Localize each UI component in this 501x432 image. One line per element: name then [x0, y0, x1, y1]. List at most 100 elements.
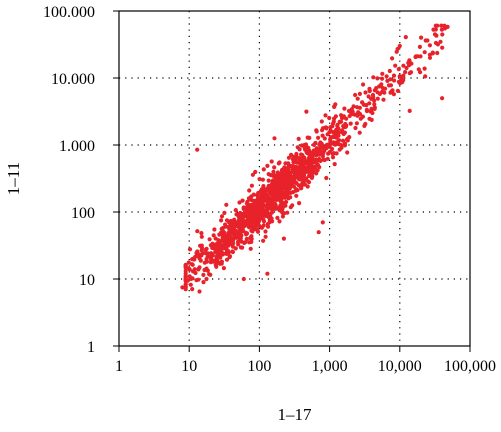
- data-point: [198, 258, 203, 263]
- data-point: [301, 171, 306, 176]
- data-point: [238, 210, 243, 216]
- data-point: [381, 97, 386, 102]
- data-point: [224, 235, 229, 240]
- data-point: [286, 182, 291, 187]
- data-point: [193, 270, 198, 276]
- data-point: [266, 172, 271, 177]
- x-tick-label: 10,000: [378, 358, 422, 375]
- y-tick-label: 1: [87, 339, 95, 356]
- data-point: [210, 253, 215, 258]
- data-point: [302, 182, 307, 187]
- data-point: [256, 200, 262, 205]
- data-point: [419, 35, 424, 40]
- data-point: [434, 33, 439, 38]
- data-point: [272, 165, 277, 170]
- data-point: [445, 24, 450, 29]
- data-point: [223, 222, 228, 227]
- data-point: [440, 45, 445, 50]
- data-point: [291, 154, 296, 159]
- data-point: [417, 44, 422, 50]
- data-point: [196, 277, 201, 282]
- data-point: [195, 229, 200, 234]
- x-tick-label: 10: [181, 358, 197, 375]
- data-point: [180, 285, 185, 290]
- data-point: [388, 77, 393, 82]
- data-point: [332, 162, 337, 167]
- data-point: [311, 152, 316, 158]
- data-point: [278, 203, 283, 208]
- data-point: [284, 199, 289, 205]
- data-point: [249, 194, 254, 199]
- data-point: [316, 146, 321, 151]
- data-point: [187, 274, 192, 279]
- data-point: [290, 203, 295, 208]
- x-axis-label: 1–17: [278, 405, 313, 424]
- data-point: [263, 229, 268, 234]
- data-point: [240, 245, 245, 250]
- data-point: [219, 250, 225, 255]
- data-point: [367, 101, 372, 106]
- data-point: [256, 208, 261, 213]
- data-point: [435, 50, 440, 56]
- data-point: [230, 244, 235, 249]
- data-point: [286, 155, 291, 160]
- data-point: [316, 135, 321, 140]
- data-point: [212, 227, 217, 232]
- data-point: [313, 160, 318, 165]
- data-point: [248, 205, 253, 210]
- data-point: [357, 91, 362, 96]
- data-point: [369, 117, 374, 122]
- data-point: [183, 278, 188, 283]
- data-point: [348, 121, 353, 126]
- data-point: [202, 267, 207, 273]
- data-point: [334, 151, 339, 156]
- data-point: [255, 229, 261, 234]
- data-point: [233, 219, 238, 225]
- data-point: [266, 178, 271, 183]
- data-point: [199, 234, 204, 239]
- data-point: [292, 165, 297, 170]
- data-point: [226, 243, 231, 248]
- data-point: [221, 229, 226, 234]
- data-point: [285, 210, 290, 215]
- data-point: [188, 282, 193, 287]
- data-point: [243, 230, 248, 235]
- data-point: [380, 71, 385, 76]
- data-point: [423, 74, 428, 79]
- data-point: [183, 287, 188, 292]
- data-point: [183, 268, 188, 273]
- data-point: [235, 239, 241, 244]
- data-point: [413, 54, 418, 60]
- data-point: [232, 224, 237, 229]
- data-point: [438, 39, 443, 44]
- data-point: [330, 151, 335, 157]
- data-point: [286, 161, 291, 166]
- data-point: [319, 143, 324, 148]
- data-point: [224, 257, 230, 262]
- data-point: [283, 203, 288, 208]
- data-point: [248, 235, 253, 241]
- data-point: [281, 236, 286, 241]
- y-tick-label: 10.000: [51, 71, 95, 88]
- data-point: [323, 113, 328, 118]
- data-point: [190, 287, 195, 292]
- data-point: [431, 27, 436, 32]
- data-point: [296, 136, 301, 141]
- data-point: [360, 114, 365, 119]
- data-point: [311, 170, 316, 175]
- data-point: [353, 125, 358, 131]
- data-point: [247, 223, 252, 228]
- data-point: [283, 194, 288, 199]
- data-point: [314, 129, 319, 134]
- data-point: [387, 68, 392, 74]
- data-point: [312, 166, 317, 171]
- data-point: [199, 248, 204, 253]
- data-point: [273, 173, 278, 178]
- data-point: [328, 135, 333, 140]
- data-point: [282, 169, 287, 175]
- data-point: [244, 236, 249, 242]
- data-point: [363, 90, 368, 95]
- data-point: [407, 71, 412, 76]
- data-point: [404, 65, 409, 71]
